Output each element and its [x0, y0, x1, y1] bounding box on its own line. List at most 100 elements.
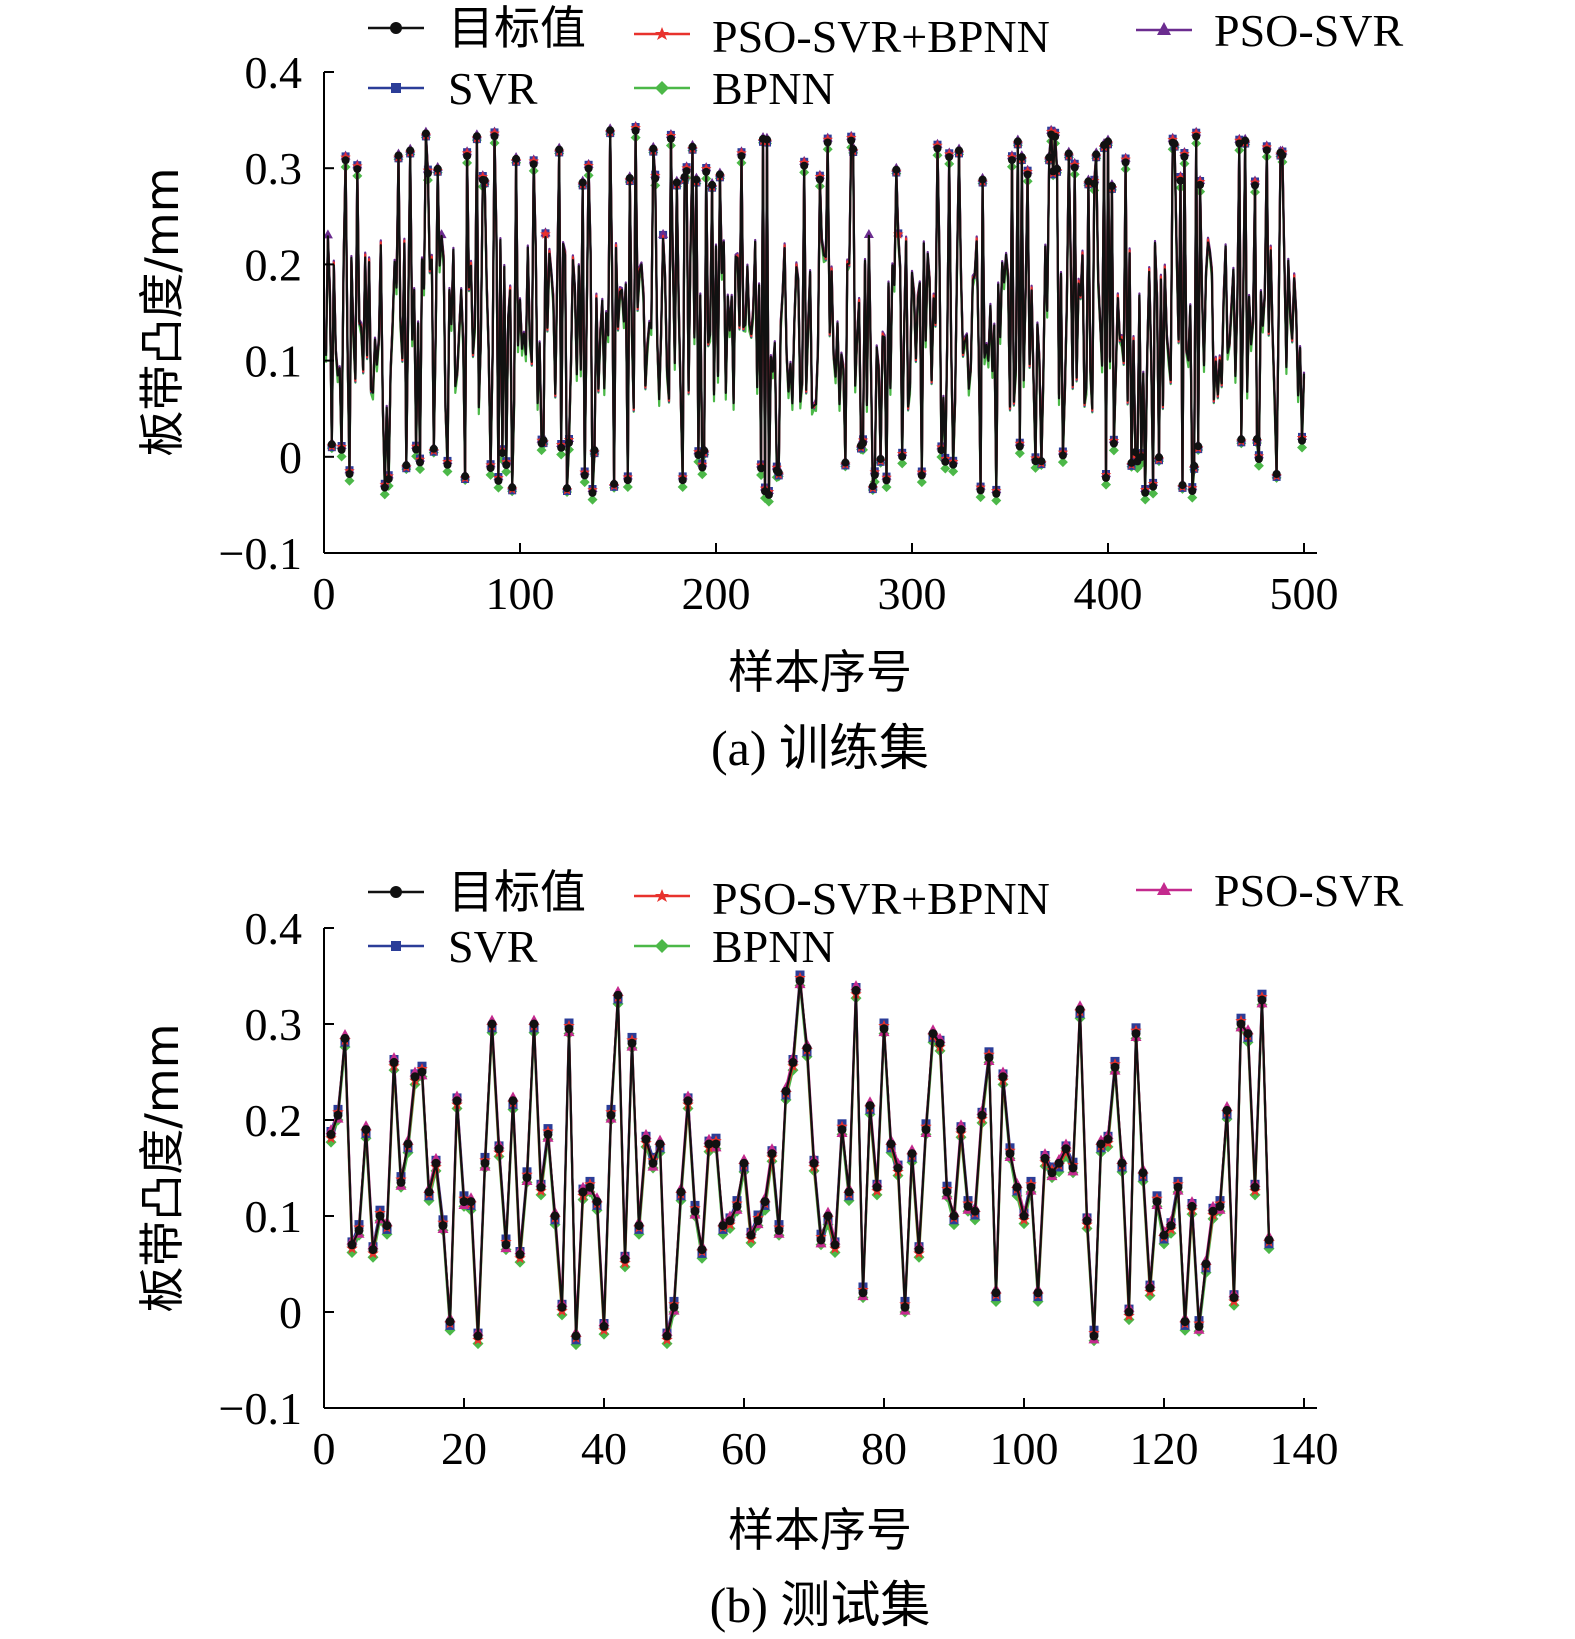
data-point-circle — [555, 145, 564, 154]
data-point-diamond — [535, 1189, 547, 1201]
data-point-circle — [718, 1221, 728, 1231]
data-point-circle — [1229, 1293, 1239, 1303]
series-square — [326, 970, 1274, 1345]
data-point-circle — [382, 1221, 392, 1231]
data-point-diamond — [897, 458, 908, 469]
data-point-triangle — [322, 229, 333, 239]
data-point-diamond — [325, 1136, 337, 1148]
data-point-circle — [900, 1302, 910, 1312]
legend-item-pso-svr: PSO-SVR — [1136, 5, 1404, 56]
data-point-circle — [739, 1158, 749, 1168]
y-tick-label: 0.1 — [245, 1191, 303, 1242]
data-point-circle — [424, 1187, 434, 1197]
y-tick-label: 0.1 — [245, 336, 303, 387]
data-point-circle — [1138, 1168, 1148, 1178]
series-line — [329, 979, 1271, 1338]
data-point-circle — [1089, 1331, 1099, 1341]
data-point-circle — [1117, 1158, 1127, 1168]
data-point-circle — [1053, 164, 1061, 173]
data-point-circle — [945, 153, 954, 162]
data-point-diamond — [346, 1246, 358, 1258]
data-point-diamond — [871, 1189, 883, 1201]
data-point-circle — [697, 1245, 707, 1255]
data-point-circle — [498, 449, 507, 457]
data-point-circle — [942, 1187, 952, 1197]
data-point-triangle — [863, 228, 874, 238]
data-point-circle — [1298, 436, 1306, 445]
legend-label: BPNN — [712, 921, 835, 972]
data-point-circle — [1110, 1062, 1120, 1072]
legend-marker-triangle — [1157, 22, 1171, 35]
data-point-circle — [669, 1302, 679, 1312]
data-point-circle — [683, 1096, 693, 1106]
series-line — [324, 129, 1306, 496]
legend-item-svr: SVR — [368, 921, 538, 972]
data-point-circle — [882, 476, 891, 485]
legend-training: 目标值 PSO-SVR+BPNN PSO-SVR SVR BPNN — [368, 3, 1404, 114]
data-point-circle — [1180, 152, 1189, 161]
series-circle — [326, 976, 1274, 1341]
data-point-circle — [809, 1158, 819, 1168]
data-point-circle — [907, 1149, 917, 1159]
data-point-circle — [1061, 1144, 1071, 1154]
data-point-circle — [933, 144, 942, 153]
data-point-circle — [580, 471, 589, 480]
data-point-circle — [565, 438, 573, 447]
data-point-diamond — [442, 466, 453, 477]
legend-marker-star — [655, 27, 669, 40]
data-point-circle — [1019, 1211, 1029, 1221]
data-point-circle — [578, 178, 587, 187]
data-point-circle — [1254, 455, 1263, 463]
data-point-circle — [473, 1331, 483, 1341]
data-point-circle — [1075, 1005, 1085, 1015]
data-point-circle — [1159, 1230, 1169, 1240]
data-point-circle — [676, 1187, 686, 1197]
panel-testing: 0 20 40 60 80 100 120 140−0.100.10.20.30.4 样本序号… — [135, 865, 1404, 1633]
data-point-circle — [1257, 995, 1267, 1005]
data-point-circle — [1190, 461, 1199, 470]
data-point-circle — [1192, 132, 1201, 141]
data-point-circle — [1253, 435, 1261, 444]
data-point-circle — [445, 1317, 455, 1327]
data-point-circle — [1082, 1216, 1092, 1226]
data-point-diamond — [598, 1328, 610, 1340]
legend-label: SVR — [448, 63, 538, 114]
data-point-circle — [977, 1110, 987, 1120]
data-point-circle — [625, 174, 634, 183]
data-point-circle — [800, 161, 809, 170]
data-point-circle — [955, 146, 963, 155]
data-point-circle — [1096, 1139, 1106, 1149]
plot-area-testing — [325, 970, 1275, 1351]
data-point-diamond — [1123, 1314, 1135, 1326]
data-point-circle — [847, 136, 856, 145]
data-point-diamond — [697, 469, 708, 480]
data-point-circle — [590, 446, 599, 455]
legend-marker-diamond — [655, 939, 669, 953]
data-point-circle — [893, 1163, 903, 1173]
data-point-star — [540, 228, 551, 239]
x-axis-title-training: 样本序号 — [728, 645, 912, 699]
data-point-circle — [421, 129, 430, 138]
data-point-diamond — [881, 482, 892, 493]
data-point-circle — [1121, 158, 1130, 167]
data-point-circle — [480, 1158, 490, 1168]
data-point-diamond — [1140, 494, 1151, 505]
data-point-circle — [1152, 1197, 1162, 1207]
legend-item-bpnn: BPNN — [634, 63, 835, 114]
legend-item-pso-svr: PSO-SVR — [1136, 865, 1404, 916]
data-point-diamond — [1108, 445, 1119, 456]
data-point-circle — [1037, 457, 1046, 466]
x-axis-title-testing: 样本序号 — [728, 1503, 912, 1557]
data-point-circle — [1243, 1029, 1253, 1039]
data-point-circle — [606, 1110, 616, 1120]
data-point-circle — [431, 1158, 441, 1168]
data-point-circle — [1264, 1235, 1274, 1245]
data-point-diamond — [501, 466, 512, 477]
data-point-circle — [1058, 451, 1067, 460]
data-point-circle — [649, 144, 658, 153]
legend-label: PSO-SVR+BPNN — [712, 11, 1050, 62]
y-tick-label: 0 — [279, 1287, 302, 1338]
data-point-circle — [795, 976, 805, 986]
data-point-circle — [487, 1019, 497, 1029]
data-point-diamond — [1018, 1218, 1030, 1230]
